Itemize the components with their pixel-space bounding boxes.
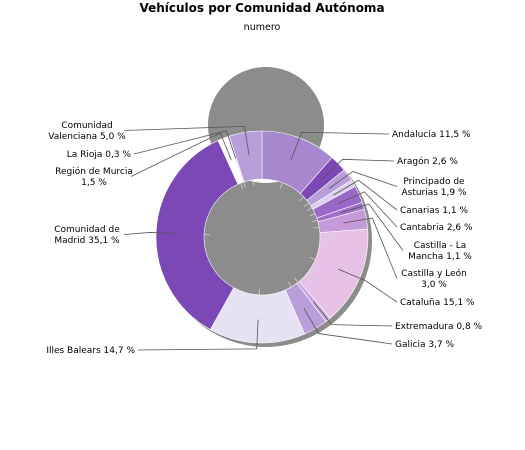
- leader-line-10: [137, 319, 259, 351]
- slice-label-8: Extremadura 0,8 %: [395, 322, 483, 332]
- leader-line-4: [337, 191, 398, 228]
- slice-tick-0: [280, 182, 283, 189]
- slice-label-line: 3,0 %: [421, 280, 447, 290]
- leader-line-9: [303, 308, 393, 345]
- slice-label-line: Principado de: [403, 177, 465, 187]
- leader-line-6: [343, 217, 398, 279]
- slice-label-10: Illes Balears 14,7 %: [46, 346, 135, 356]
- slice-tick-9: [287, 281, 292, 288]
- slice-label-1: Aragón 2,6 %: [397, 156, 458, 167]
- slice-label-line: La Rioja 0,3 %: [67, 150, 132, 160]
- slice-label-line: Comunidad de: [54, 225, 120, 235]
- leader-line-0: [290, 131, 390, 160]
- leader-line-2: [328, 171, 398, 189]
- slice-label-13: La Rioja 0,3 %: [67, 150, 132, 160]
- slice-tick-7: [309, 256, 316, 260]
- slice-label-7: Cataluña 15,1 %: [400, 298, 475, 308]
- slice-label-line: Mancha 1,1 %: [408, 252, 472, 262]
- slice-label-4: Cantabria 2,6 %: [400, 223, 473, 233]
- slice-tick-3: [306, 207, 313, 212]
- slice-tick-2: [303, 202, 310, 207]
- slice-label-0: Andalucía 11,5 %: [392, 130, 471, 140]
- slice-label-9: Galicia 3,7 %: [395, 340, 454, 350]
- chart-title: Vehículos por Comunidad Autónoma: [139, 1, 384, 15]
- slice-label-11: Comunidad de Madrid 35,1 %: [54, 225, 120, 246]
- slice-labels: Andalucía 11,5 % Aragón 2,6 % Principado d…: [46, 121, 482, 356]
- slice-label-line: Cataluña 15,1 %: [400, 298, 475, 308]
- slice-tick-12: [240, 182, 244, 189]
- slice-label-line: Illes Balears 14,7 %: [46, 346, 135, 356]
- leader-line-7: [338, 268, 398, 303]
- leader-line-13: [133, 130, 237, 159]
- leader-line-11: [123, 232, 180, 235]
- slice-label-line: Madrid 35,1 %: [54, 236, 120, 246]
- slice-tick-5: [311, 219, 318, 223]
- pie-slice-14: [228, 130, 263, 183]
- leader-line-5: [340, 203, 404, 251]
- leader-line-8: [313, 301, 393, 327]
- slice-label-14: Comunidad Valenciana 5,0 %: [48, 121, 126, 142]
- leader-line-1: [321, 158, 395, 180]
- slice-label-line: Aragón 2,6 %: [397, 156, 458, 167]
- slice-tick-4: [309, 213, 316, 217]
- slice-label-line: 1,5 %: [81, 178, 107, 188]
- slice-label-2: Principado de Asturias 1,9 %: [401, 177, 467, 198]
- leader-line-3: [333, 179, 398, 211]
- slice-label-line: Castilla y León: [401, 268, 467, 279]
- slice-label-line: Canarias 1,1 %: [400, 206, 468, 216]
- slice-tick-13: [243, 181, 246, 188]
- slice-label-12: Región de Murcia 1,5 %: [55, 166, 133, 188]
- slice-label-line: Comunidad: [61, 121, 112, 131]
- pie-slice-11: [155, 140, 239, 330]
- leader-line-12: [130, 132, 232, 177]
- slice-label-line: Valenciana 5,0 %: [48, 132, 126, 142]
- slice-label-line: Andalucía 11,5 %: [392, 130, 471, 140]
- slice-tick-14: [252, 179, 255, 186]
- leader-line-14: [123, 125, 250, 156]
- slice-tick-8: [294, 277, 299, 283]
- leader-lines: [123, 125, 404, 351]
- slice-label-line: Región de Murcia: [55, 166, 133, 177]
- slice-tick-1: [299, 196, 305, 202]
- slice-label-line: Cantabria 2,6 %: [400, 223, 473, 233]
- slice-label-3: Canarias 1,1 %: [400, 206, 468, 216]
- slice-tick-6: [313, 226, 320, 229]
- slice-label-line: Extremadura 0,8 %: [395, 322, 483, 332]
- slice-label-line: Galicia 3,7 %: [395, 340, 454, 350]
- slice-label-line: Asturias 1,9 %: [401, 188, 467, 198]
- slice-label-5: Castilla - La Mancha 1,1 %: [408, 241, 472, 262]
- slice-label-line: Castilla - La: [414, 241, 467, 251]
- chart-subtitle: numero: [244, 22, 281, 33]
- slice-label-6: Castilla y León 3,0 %: [401, 268, 467, 290]
